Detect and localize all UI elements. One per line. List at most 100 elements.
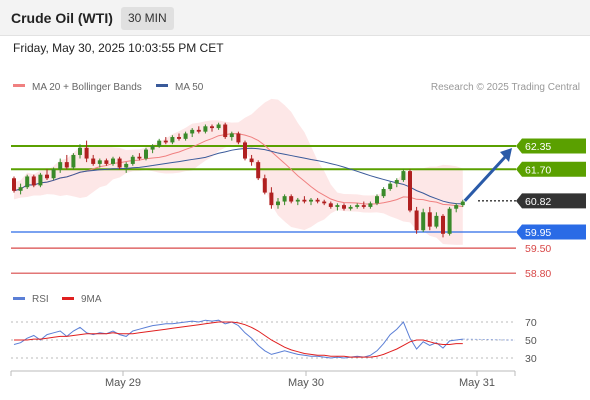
- candle-body: [58, 162, 63, 170]
- candle-body: [315, 199, 320, 202]
- rsi-legend-label: RSI: [32, 294, 49, 305]
- level-tag-62.35: [516, 138, 586, 154]
- candle-body: [269, 192, 274, 206]
- candle-body: [190, 129, 195, 134]
- candle-body: [342, 205, 346, 209]
- candle-body: [229, 133, 234, 138]
- candle-body: [421, 212, 426, 231]
- candle-body: [335, 205, 340, 207]
- credit-label: Research © 2025 Trading Central: [431, 82, 580, 93]
- candle-body: [328, 203, 333, 207]
- candle-body: [302, 199, 307, 202]
- candle-body: [401, 171, 406, 181]
- candle-body: [64, 162, 69, 168]
- candle-body: [38, 174, 43, 186]
- ma50-legend-swatch: [156, 84, 168, 87]
- timeframe-badge[interactable]: 30 MIN: [121, 7, 174, 30]
- candle-body: [249, 158, 254, 163]
- level-tag-label-59.50: 59.50: [525, 243, 551, 255]
- candle-body: [276, 201, 280, 206]
- level-tags-layer: 62.35 61.70 60.82 59.95 59.50 58.80: [516, 138, 586, 280]
- candle-body: [223, 124, 228, 138]
- candle-body: [262, 178, 267, 193]
- chart-header: Crude Oil (WTI) 30 MIN: [0, 0, 590, 36]
- ma9-legend-label: 9MA: [81, 294, 102, 305]
- forecast-arrow-shaft: [463, 154, 508, 202]
- candle-body: [368, 203, 373, 207]
- candle-body: [183, 133, 188, 139]
- candle-body: [97, 160, 102, 164]
- rsi-line: [13, 319, 463, 359]
- candle-body: [196, 129, 201, 132]
- candle-body: [104, 160, 109, 164]
- candle-body: [71, 154, 76, 168]
- chart-datetime: Friday, May 30, 2025 10:03:55 PM CET: [13, 41, 224, 55]
- candle-body: [295, 199, 300, 202]
- candle-body: [111, 158, 115, 164]
- ma20-legend-swatch: [13, 84, 25, 87]
- candle-body: [210, 126, 214, 129]
- candle-body: [91, 158, 96, 164]
- candle-body: [157, 140, 162, 146]
- candle-body: [408, 171, 412, 211]
- level-tag-60.82: [516, 193, 586, 209]
- candle-body: [84, 147, 89, 159]
- candle-body: [25, 176, 30, 188]
- forecast-arrow-head: [500, 148, 512, 162]
- candle-body: [177, 137, 181, 139]
- candle-body: [381, 189, 386, 197]
- forecast-layer: [463, 148, 512, 202]
- rsi-tick-70: 70: [525, 317, 537, 329]
- ma50-legend-label: MA 50: [175, 82, 204, 93]
- candle-body: [12, 178, 16, 191]
- rsi-projection: [462, 338, 516, 341]
- rsi-tick-50: 50: [525, 335, 537, 347]
- candle-body: [322, 201, 327, 204]
- level-lines-layer: [11, 145, 516, 274]
- candle-body: [388, 183, 393, 189]
- candle-body: [434, 215, 439, 227]
- level-tag-59.95: [516, 224, 586, 240]
- candle-body: [447, 208, 452, 234]
- rsi-tick-30: 30: [525, 353, 537, 365]
- instrument-title: Crude Oil (WTI): [11, 10, 113, 26]
- candle-body: [144, 149, 148, 159]
- candle-body: [130, 156, 135, 164]
- candle-body: [117, 158, 122, 168]
- level-tag-label-59.95: 59.95: [525, 227, 551, 239]
- candle-body: [454, 205, 459, 209]
- candle-body: [124, 163, 129, 168]
- candle-body: [348, 206, 353, 209]
- candle-body: [355, 205, 360, 207]
- rsi-9ma-line: [14, 321, 463, 358]
- candle-body: [150, 146, 155, 150]
- candle-body: [243, 142, 247, 159]
- candle-body: [78, 147, 82, 155]
- candle-body: [31, 176, 36, 186]
- ma9-legend-swatch: [62, 297, 74, 300]
- level-tag-label-61.70: 61.70: [525, 164, 551, 176]
- candle-body: [216, 124, 221, 129]
- candle-body: [394, 180, 399, 184]
- rsi-legend-swatch: [13, 297, 25, 300]
- candle-body: [137, 156, 142, 159]
- candle-body: [309, 199, 313, 202]
- candle-body: [427, 212, 432, 227]
- candle-body: [289, 196, 294, 202]
- x-tick-label: May 31: [459, 377, 495, 389]
- candles-layer: [12, 122, 465, 238]
- x-tick-label: May 29: [105, 377, 141, 389]
- rsi-panel: 70 50 30: [11, 317, 537, 365]
- level-tag-61.70: [516, 161, 586, 177]
- candle-body: [282, 196, 287, 202]
- candle-body: [361, 205, 366, 207]
- candle-body: [170, 137, 175, 143]
- candle-body: [460, 201, 465, 206]
- candle-body: [163, 140, 168, 143]
- candle-body: [256, 162, 261, 179]
- level-tag-label-62.35: 62.35: [525, 141, 551, 153]
- candle-body: [236, 133, 241, 143]
- candle-body: [414, 210, 419, 231]
- x-tick-label: May 30: [288, 377, 324, 389]
